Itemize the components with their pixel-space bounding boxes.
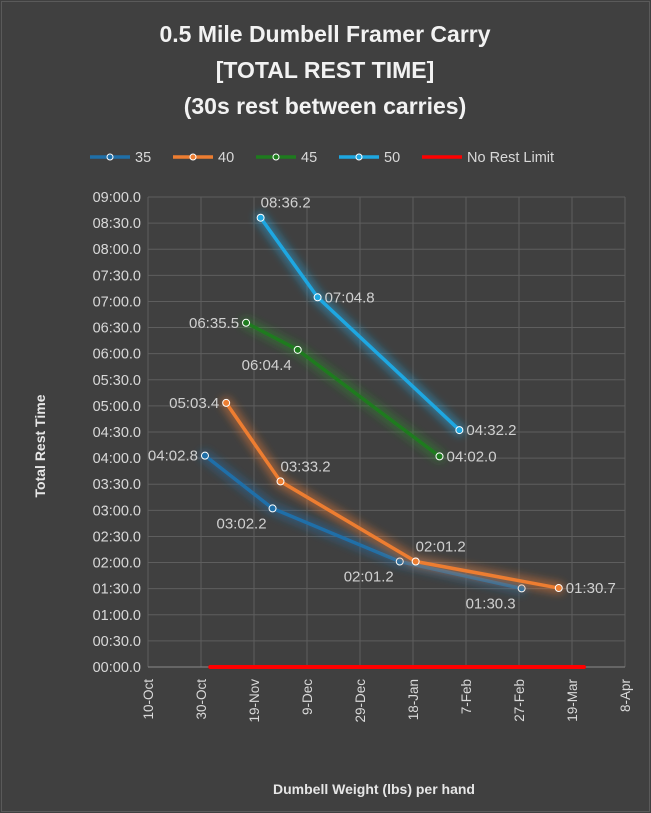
series-50	[254, 211, 466, 437]
data-point	[455, 426, 464, 435]
legend-label: 50	[384, 150, 400, 166]
y-tick-label: 07:30.0	[93, 268, 141, 284]
legend-item-50: 50	[339, 150, 400, 166]
data-point	[435, 452, 444, 461]
y-tick-label: 07:00.0	[93, 294, 141, 310]
legend-label: 45	[301, 150, 317, 166]
x-tick-label: 27-Feb	[512, 679, 527, 722]
data-label: 02:01.2	[416, 539, 466, 556]
x-tick-label: 19-Nov	[247, 679, 262, 723]
series-line	[224, 401, 561, 590]
x-tick-label: 18-Jan	[406, 679, 421, 720]
y-tick-label: 04:30.0	[93, 425, 141, 441]
y-tick-label: 03:30.0	[93, 477, 141, 493]
data-point	[293, 345, 302, 354]
data-label: 05:03.4	[169, 395, 219, 412]
x-tick-label: 9-Dec	[300, 679, 315, 715]
data-point	[222, 398, 231, 407]
data-point	[411, 557, 420, 566]
y-tick-label: 05:30.0	[93, 373, 141, 389]
y-tick-label: 05:00.0	[93, 399, 141, 415]
y-tick-label: 03:00.0	[93, 503, 141, 519]
data-label: 04:02.8	[148, 448, 198, 465]
y-tick-label: 01:00.0	[93, 608, 141, 624]
legend-marker	[189, 153, 197, 161]
data-label: 04:32.2	[466, 422, 516, 439]
y-tick-label: 00:30.0	[93, 634, 141, 650]
y-axis-ticks: 00:00.0 00:30.0 01:00.0 01:30.0 02:00.0 02:30…	[93, 190, 141, 676]
data-point	[313, 293, 322, 302]
legend-marker	[272, 153, 280, 161]
y-tick-label: 02:30.0	[93, 529, 141, 545]
data-point	[268, 504, 277, 513]
gridlines	[147, 196, 626, 668]
chart-title-line-1: 0.5 Mile Dumbell Framer Carry	[159, 21, 490, 47]
legend: 35 40 45 50 No Rest Limit	[90, 150, 554, 166]
y-tick-label: 06:30.0	[93, 321, 141, 337]
data-labels: 04:02.8 03:02.2 02:01.2 01:30.3 05:03.4 03:33…	[148, 195, 616, 613]
x-tick-label: 7-Feb	[459, 679, 474, 714]
legend-label: 40	[218, 150, 234, 166]
y-tick-label: 04:00.0	[93, 451, 141, 467]
series-40	[220, 396, 565, 595]
legend-label: 35	[135, 150, 151, 166]
legend-marker	[106, 153, 114, 161]
series-layer	[198, 211, 589, 672]
x-tick-label: 29-Dec	[353, 679, 368, 723]
data-point	[554, 584, 563, 593]
x-tick-label: 19-Mar	[565, 679, 580, 722]
y-tick-label: 00:00.0	[93, 660, 141, 676]
y-tick-label: 02:00.0	[93, 556, 141, 572]
data-label: 04:02.0	[447, 448, 497, 465]
data-point	[242, 318, 251, 327]
data-label: 01:30.7	[566, 580, 616, 597]
data-label: 06:04.4	[242, 357, 292, 374]
data-point	[200, 451, 209, 460]
data-label: 06:35.5	[189, 315, 239, 332]
legend-marker	[355, 153, 363, 161]
data-label: 03:02.2	[217, 515, 267, 532]
x-tick-label: 30-Oct	[194, 679, 209, 720]
data-label: 08:36.2	[261, 195, 311, 212]
data-point	[276, 477, 285, 486]
legend-item-no-rest-limit: No Rest Limit	[422, 150, 554, 166]
data-label: 03:33.2	[281, 458, 331, 475]
x-axis-title: Dumbell Weight (lbs) per hand	[273, 781, 475, 797]
chart-title-line-3: (30s rest between carries)	[184, 93, 467, 119]
data-point	[256, 213, 265, 222]
legend-label: No Rest Limit	[467, 150, 554, 166]
chart-title: 0.5 Mile Dumbell Framer Carry [TOTAL RES…	[159, 21, 490, 119]
legend-item-40: 40	[173, 150, 234, 166]
data-label: 02:01.2	[344, 569, 394, 586]
y-tick-label: 06:00.0	[93, 347, 141, 363]
legend-item-45: 45	[256, 150, 317, 166]
legend-item-35: 35	[90, 150, 151, 166]
x-axis-ticks: 10-Oct 30-Oct 19-Nov 9-Dec 29-Dec 18-Jan 7-Feb…	[141, 678, 633, 722]
y-tick-label: 01:30.0	[93, 582, 141, 598]
data-label: 07:04.8	[325, 289, 375, 306]
y-tick-label: 09:00.0	[93, 190, 141, 206]
chart-title-line-2: [TOTAL REST TIME]	[216, 57, 435, 83]
y-tick-label: 08:00.0	[93, 242, 141, 258]
y-axis-title: Total Rest Time	[32, 394, 48, 497]
data-label: 01:30.3	[466, 595, 516, 612]
series-45	[240, 316, 446, 463]
x-tick-label: 8-Apr	[618, 678, 633, 712]
x-tick-label: 10-Oct	[141, 679, 156, 720]
y-tick-label: 08:30.0	[93, 216, 141, 232]
